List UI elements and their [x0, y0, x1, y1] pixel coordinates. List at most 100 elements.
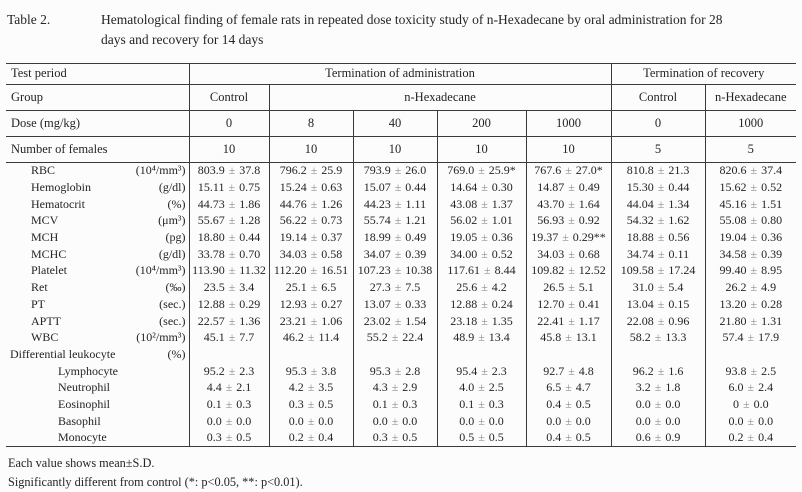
value-cell: 43.70 ± 1.64 — [525, 195, 612, 213]
footnote-mean-sd: Each value shows mean±S.D. — [8, 456, 155, 471]
value-cell: 0.0 ± 0.0 — [352, 412, 437, 430]
value-cell — [525, 346, 612, 363]
value-cell: 0.1 ± 0.3 — [188, 396, 269, 413]
value-cell: 55.67 ± 1.28 — [188, 212, 269, 230]
group-hexadecane-admin: n-Hexadecane — [268, 84, 612, 110]
parameter-name: Lymphocyte — [58, 363, 118, 378]
value-cell: 14.87 ± 0.49 — [525, 179, 612, 196]
parameter-unit: (g/dl) — [158, 246, 186, 261]
parameter-label-wrap: Hematocrit (%) — [6, 197, 189, 212]
value-cell: 43.08 ± 1.37 — [436, 195, 526, 213]
parameter-unit: (10⁴/mm³) — [135, 163, 186, 178]
value-cell: 44.76 ± 1.26 — [268, 195, 353, 213]
value-cell: 55.2 ± 22.4 — [352, 329, 437, 347]
value-cell: 6.5 ± 4.7 — [525, 379, 612, 397]
n-females-value: 5 — [610, 136, 706, 162]
parameter-name: Hematocrit — [31, 196, 85, 211]
value-cell: 34.58 ± 0.39 — [704, 245, 797, 263]
test-period-label: Test period — [11, 66, 67, 80]
parameter-label-wrap: Monocyte — [6, 430, 189, 445]
group-label: Group — [11, 89, 43, 104]
value-cell: 56.02 ± 1.01 — [436, 212, 526, 230]
value-cell: 19.05 ± 0.36 — [436, 229, 526, 246]
value-cell — [610, 346, 706, 363]
value-cell: 19.37 ± 0.29** — [525, 229, 612, 246]
parameter-label-cell: Hematocrit (%) — [6, 196, 189, 213]
value-cell: 12.93 ± 0.27 — [268, 296, 353, 313]
value-cell: 0.5 ± 0.5 — [436, 429, 526, 447]
value-cell: 0.0 ± 0.0 — [268, 412, 353, 430]
value-cell: 0.6 ± 0.9 — [610, 429, 706, 447]
value-cell: 44.04 ± 1.34 — [610, 195, 706, 213]
value-cell: 95.2 ± 2.3 — [188, 362, 269, 380]
parameter-label-wrap: Basophil — [6, 414, 189, 429]
value-cell: 95.3 ± 2.8 — [352, 362, 437, 380]
value-cell: 107.23 ± 10.38 — [352, 262, 437, 280]
value-cell: 109.82 ± 12.52 — [525, 262, 612, 280]
parameter-unit: (10²/mm³) — [136, 330, 186, 345]
parameter-name: MCHC — [31, 246, 67, 261]
parameter-label-cell: Lymphocyte — [6, 363, 189, 380]
value-cell: 18.80 ± 0.44 — [188, 229, 269, 246]
parameter-label-cell: MCH (pg) — [6, 229, 189, 246]
value-cell: 54.32 ± 1.62 — [610, 212, 706, 230]
value-cell: 46.2 ± 11.4 — [268, 329, 353, 347]
value-cell: 796.2 ± 25.9 — [268, 162, 353, 180]
value-cell: 4.3 ± 2.9 — [352, 379, 437, 397]
parameter-unit: (μm³) — [158, 213, 186, 228]
value-cell: 22.41 ± 1.17 — [525, 312, 612, 330]
parameter-label-wrap: Eosinophil — [6, 397, 189, 412]
dose-value: 1000 — [704, 110, 797, 136]
value-cell: 4.0 ± 2.5 — [436, 379, 526, 397]
parameter-name: Monocyte — [58, 430, 107, 445]
value-cell: 0.0 ± 0.0 — [610, 412, 706, 430]
parameter-label-cell: Neutrophil — [6, 379, 189, 396]
dose-value: 1000 — [525, 110, 612, 136]
hematology-table: Test period Termination of administratio… — [6, 62, 797, 448]
value-cell: 13.04 ± 0.15 — [610, 296, 706, 313]
value-cell: 15.11 ± 0.75 — [188, 179, 269, 196]
n-females-value: 10 — [352, 136, 437, 162]
table-row: Ret (‰) 23.5 ± 3.4 25.1 ± 6.5 27.3 ± 7.5… — [6, 279, 797, 296]
value-cell: 34.07 ± 0.39 — [352, 245, 437, 263]
value-cell: 803.9 ± 37.8 — [188, 162, 269, 180]
value-cell: 15.24 ± 0.63 — [268, 179, 353, 196]
table-header: Test period Termination of administratio… — [6, 63, 797, 162]
parameter-name: MCV — [31, 213, 59, 228]
value-cell: 34.74 ± 0.11 — [610, 245, 706, 263]
parameter-label-cell: Monocyte — [6, 430, 189, 447]
value-cell: 0.3 ± 0.5 — [268, 396, 353, 413]
parameter-unit: (sec.) — [159, 296, 186, 311]
parameter-label-cell: MCV (μm³) — [6, 213, 189, 230]
value-cell — [188, 346, 269, 363]
parameter-label-cell: Ret (‰) — [6, 279, 189, 296]
parameter-name: Differential leukocyte — [10, 346, 116, 361]
footnote-significance: Significantly different from control (*:… — [8, 475, 303, 490]
parameter-label-wrap: Neutrophil — [6, 380, 189, 395]
value-cell: 820.6 ± 37.4 — [704, 162, 797, 180]
parameter-unit: (‰) — [165, 280, 186, 295]
dose-value: 200 — [436, 110, 526, 136]
n-females-value: 5 — [704, 136, 797, 162]
value-cell: 15.62 ± 0.52 — [704, 179, 797, 196]
value-cell: 34.00 ± 0.52 — [436, 245, 526, 263]
value-cell: 0.0 ± 0.0 — [610, 396, 706, 413]
parameter-label-wrap: Lymphocyte — [6, 364, 189, 379]
n-females-value: 10 — [268, 136, 353, 162]
value-cell: 0.2 ± 0.4 — [704, 429, 797, 447]
value-cell: 12.88 ± 0.29 — [188, 296, 269, 313]
parameter-name: Eosinophil — [58, 396, 111, 411]
value-cell — [436, 346, 526, 363]
parameter-label-cell: PT (sec.) — [6, 296, 189, 313]
value-cell: 99.40 ± 8.95 — [704, 262, 797, 280]
table-row: RBC (10⁴/mm³) 803.9 ± 37.8 796.2 ± 25.9 … — [6, 162, 797, 180]
dose-value: 0 — [188, 110, 269, 136]
value-cell: 19.04 ± 0.36 — [704, 229, 797, 246]
value-cell: 3.2 ± 1.8 — [610, 379, 706, 397]
parameter-name: Platelet — [31, 263, 67, 278]
value-cell: 12.88 ± 0.24 — [436, 296, 526, 313]
table-row: Monocyte 0.3 ± 0.5 0.2 ± 0.4 0.3 ± 0.5 0… — [6, 429, 797, 447]
n-females-value: 10 — [525, 136, 612, 162]
value-cell: 96.2 ± 1.6 — [610, 362, 706, 380]
parameter-label-cell: APTT (sec.) — [6, 313, 189, 330]
